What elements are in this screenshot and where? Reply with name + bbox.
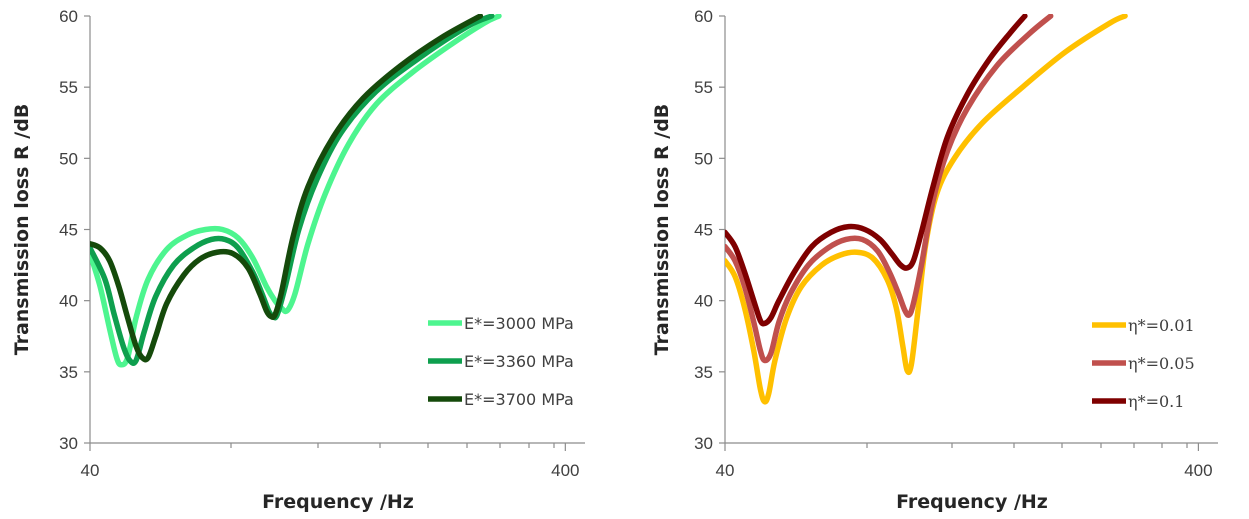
y-tick-label: 60	[694, 7, 713, 26]
y-tick-label: 30	[59, 434, 78, 453]
x-tick-label: 400	[1184, 461, 1212, 480]
x-tick-label: 40	[81, 461, 100, 480]
y-axis-title: Transmission loss R /dB	[651, 104, 673, 356]
y-axis-title: Transmission loss R /dB	[11, 104, 33, 356]
y-tick-label: 60	[59, 7, 78, 26]
legend-label-2: E*=3360 MPa	[464, 352, 574, 371]
series-line-2	[90, 16, 492, 363]
y-tick-label: 35	[59, 363, 78, 382]
y-tick-label: 50	[59, 149, 78, 168]
y-tick-label: 45	[59, 221, 78, 240]
legend-label-1: E*=3000 MPa	[464, 314, 574, 333]
x-tick-label: 400	[551, 461, 579, 480]
legend-label-3: η*=0.1	[1128, 392, 1184, 411]
y-tick-label: 50	[694, 149, 713, 168]
y-tick-label: 55	[694, 78, 713, 97]
legend-label-1: η*=0.01	[1128, 316, 1195, 335]
y-tick-label: 40	[694, 292, 713, 311]
chart-right: 30 35 40 45 50 55 60 40 400 Frequency /Hz Transmis…	[651, 7, 1218, 513]
series-line-3	[725, 16, 1025, 324]
y-tick-label: 45	[694, 221, 713, 240]
legend-label-2: η*=0.05	[1128, 354, 1195, 373]
y-tick-label: 40	[59, 292, 78, 311]
x-axis-title: Frequency /Hz	[262, 491, 414, 513]
y-tick-label: 55	[59, 78, 78, 97]
x-tick-label: 40	[716, 461, 735, 480]
legend-label-3: E*=3700 MPa	[464, 390, 574, 409]
y-tick-label: 30	[694, 434, 713, 453]
y-tick-label: 35	[694, 363, 713, 382]
chart-left: 30 35 40 45 50 55 60 40 400 Frequency /Hz Transmis…	[11, 7, 585, 513]
x-axis-title: Frequency /Hz	[896, 491, 1048, 513]
